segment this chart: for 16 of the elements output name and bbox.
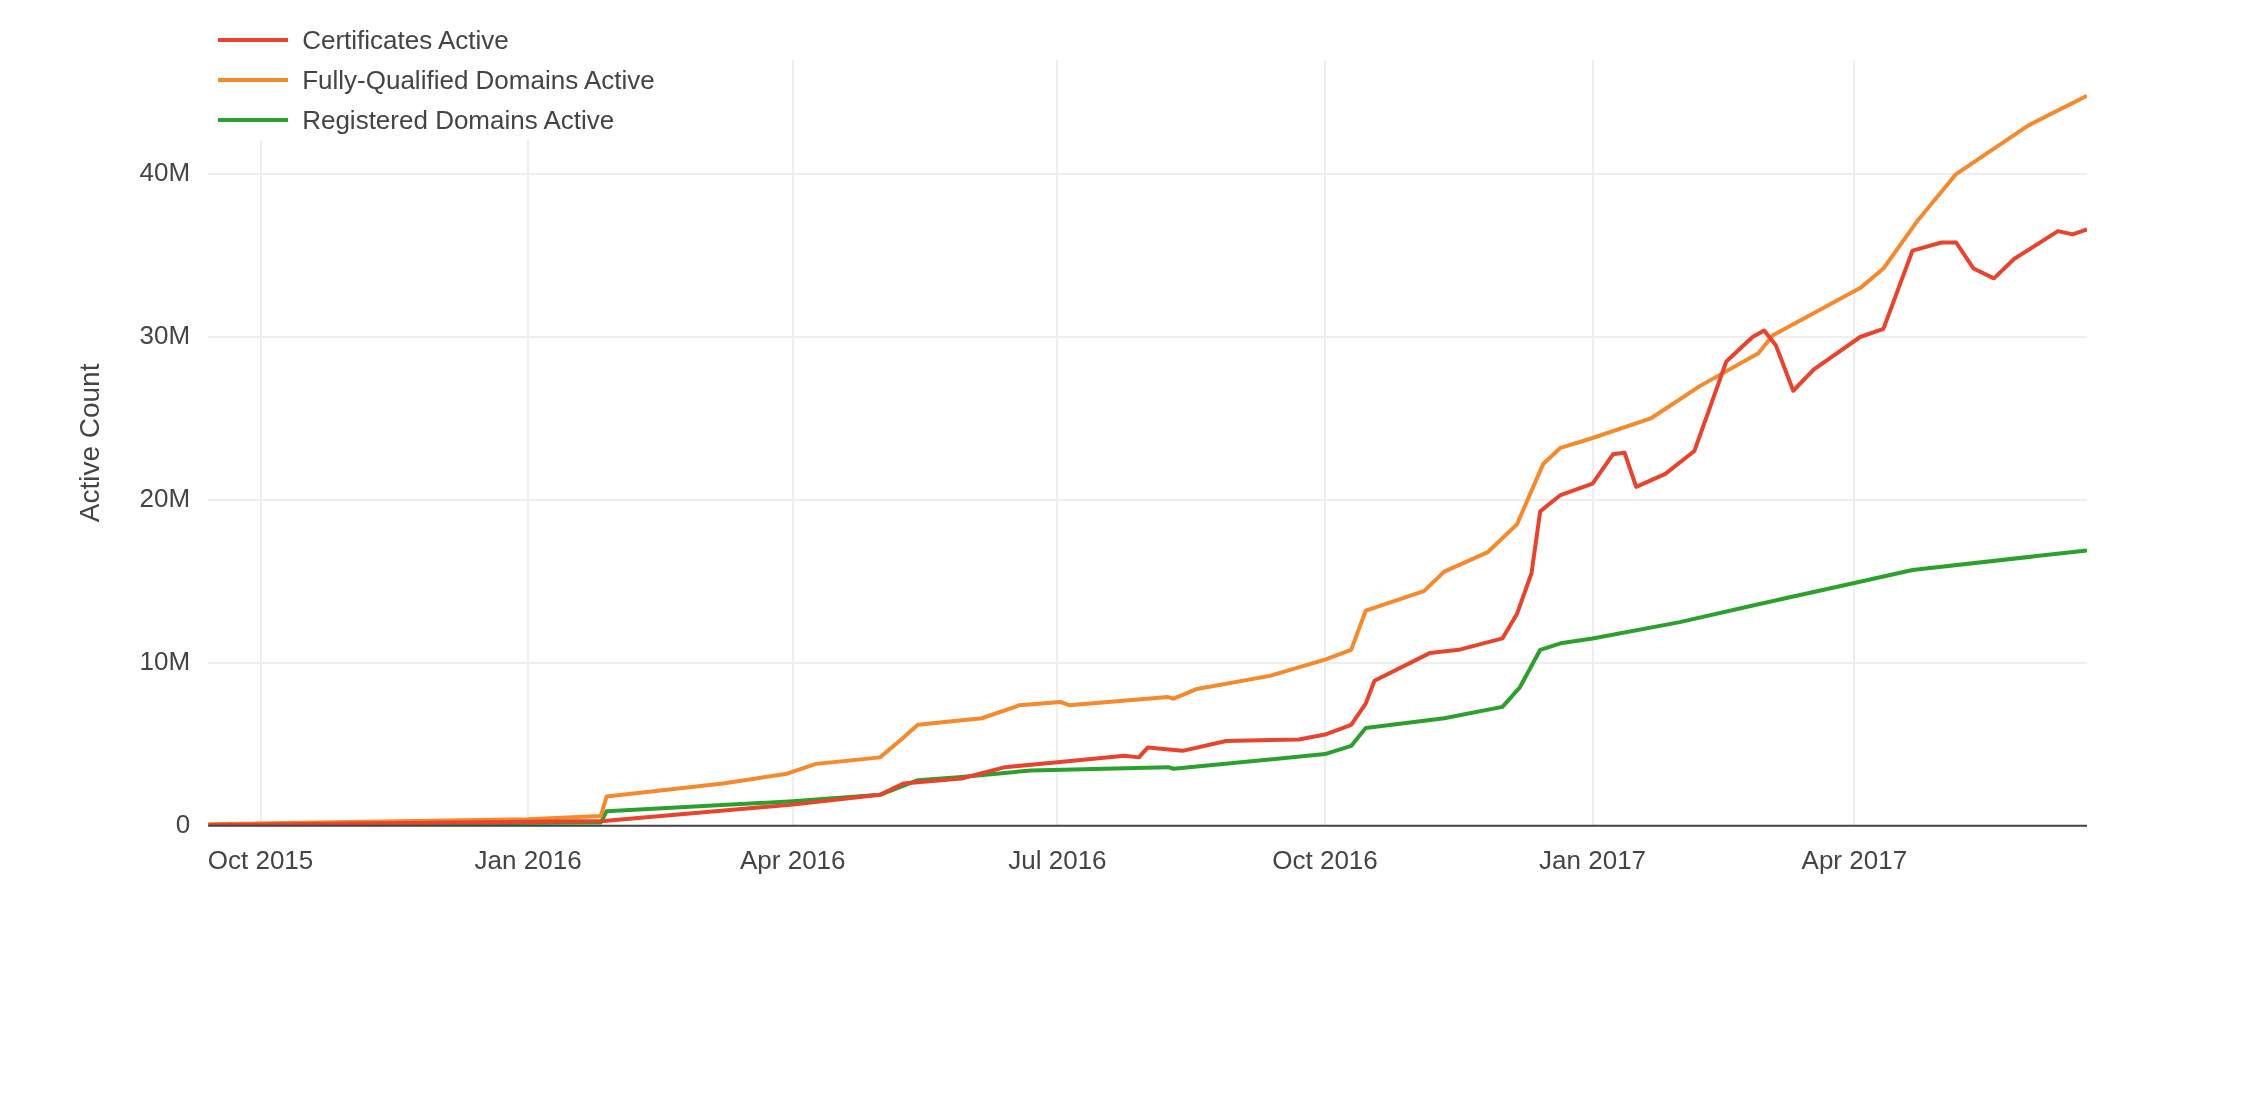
y-tick-label: 40M xyxy=(139,157,191,188)
x-tick-label: Jan 2016 xyxy=(474,844,582,875)
x-tick-label: Oct 2016 xyxy=(1272,844,1378,875)
x-tick-label: Jan 2017 xyxy=(1539,844,1647,875)
y-tick-label: 10M xyxy=(139,646,191,677)
y-tick-label: 30M xyxy=(139,320,191,351)
x-tick-label: Apr 2017 xyxy=(1801,844,1908,875)
x-tick-label: Oct 2015 xyxy=(207,844,314,875)
legend-label: Registered Domains Active xyxy=(302,104,615,137)
x-tick-label: Jul 2016 xyxy=(1008,844,1107,875)
legend-label: Certificates Active xyxy=(302,24,509,57)
legend-label: Fully-Qualified Domains Active xyxy=(302,64,655,97)
y-tick-label: 20M xyxy=(139,483,191,514)
y-tick-label: 0 xyxy=(175,808,191,839)
x-tick-label: Apr 2016 xyxy=(740,844,846,875)
y-axis-title: Active Count xyxy=(73,363,105,523)
